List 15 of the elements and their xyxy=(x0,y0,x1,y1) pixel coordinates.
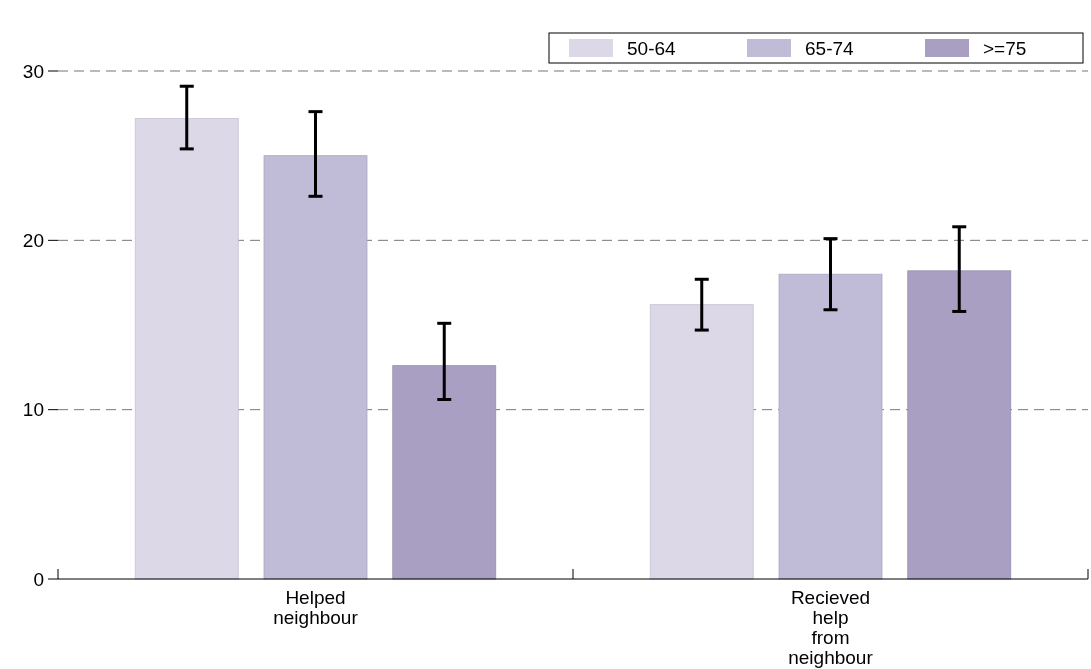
legend-label: >=75 xyxy=(983,37,1027,59)
legend-label: 65-74 xyxy=(805,37,855,59)
bar xyxy=(778,273,883,580)
bar xyxy=(907,270,1012,580)
bar xyxy=(263,155,368,580)
y-tick-label: 0 xyxy=(33,568,44,590)
y-tick-label: 10 xyxy=(22,399,44,421)
legend-label: 50-64 xyxy=(627,37,677,59)
bar xyxy=(134,118,239,580)
x-tick-label: Helped neighbour xyxy=(273,587,359,628)
x-tick-label: Recieved help from neighbour xyxy=(788,587,874,668)
y-tick-label: 30 xyxy=(22,60,44,82)
bar xyxy=(392,365,497,580)
y-tick-label: 20 xyxy=(22,229,44,251)
bar xyxy=(649,304,754,580)
